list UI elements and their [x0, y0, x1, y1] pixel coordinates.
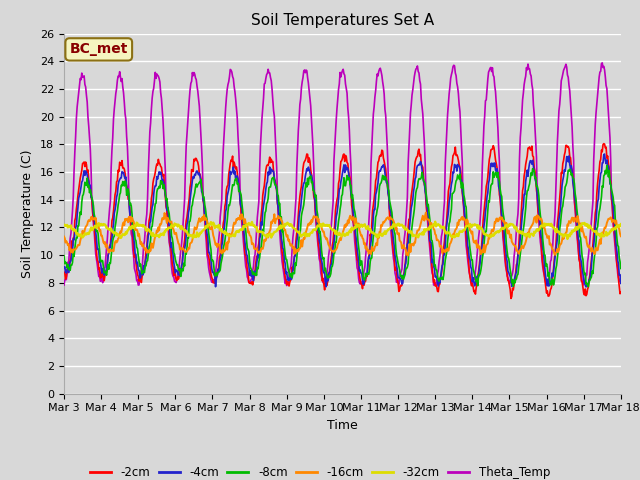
-32cm	[182, 229, 190, 235]
Theta_Temp	[182, 144, 190, 149]
Legend: -2cm, -4cm, -8cm, -16cm, -32cm, Theta_Temp: -2cm, -4cm, -8cm, -16cm, -32cm, Theta_Te…	[85, 461, 555, 480]
-32cm	[388, 225, 396, 231]
Theta_Temp	[335, 86, 342, 92]
-32cm	[431, 219, 439, 225]
-16cm	[388, 216, 396, 222]
-32cm	[617, 221, 625, 227]
-4cm	[182, 233, 190, 239]
-16cm	[206, 227, 214, 232]
-8cm	[60, 253, 68, 259]
Y-axis label: Soil Temperature (C): Soil Temperature (C)	[22, 149, 35, 278]
-4cm	[582, 284, 590, 290]
-4cm	[443, 221, 451, 227]
-8cm	[334, 226, 342, 231]
-8cm	[443, 249, 451, 255]
-4cm	[617, 280, 625, 286]
-2cm	[443, 215, 451, 221]
-2cm	[206, 264, 214, 270]
-32cm	[564, 236, 572, 242]
-16cm	[404, 252, 412, 258]
Line: Theta_Temp: Theta_Temp	[64, 63, 621, 286]
-4cm	[566, 162, 573, 168]
-8cm	[388, 210, 396, 216]
-2cm	[566, 155, 574, 161]
Theta_Temp	[206, 273, 214, 278]
-4cm	[206, 252, 214, 258]
-2cm	[388, 229, 396, 235]
Line: -32cm: -32cm	[64, 222, 621, 239]
-2cm	[600, 141, 607, 146]
-4cm	[334, 204, 342, 210]
Theta_Temp	[60, 282, 68, 288]
-32cm	[568, 231, 575, 237]
Line: -4cm: -4cm	[64, 154, 621, 287]
-8cm	[584, 284, 592, 289]
-8cm	[603, 163, 611, 168]
Line: -8cm: -8cm	[64, 166, 621, 287]
-16cm	[182, 249, 190, 254]
Title: Soil Temperatures Set A: Soil Temperatures Set A	[251, 13, 434, 28]
-8cm	[182, 251, 190, 257]
-8cm	[206, 242, 214, 248]
-4cm	[601, 151, 609, 157]
Theta_Temp	[617, 278, 625, 284]
-32cm	[206, 221, 214, 227]
Line: -2cm: -2cm	[64, 144, 621, 299]
Theta_Temp	[283, 283, 291, 288]
Theta_Temp	[444, 112, 451, 118]
Theta_Temp	[566, 100, 574, 106]
-32cm	[60, 222, 68, 228]
-2cm	[507, 296, 515, 301]
-4cm	[60, 265, 68, 271]
-2cm	[182, 218, 190, 224]
-16cm	[445, 248, 452, 253]
-8cm	[566, 166, 573, 172]
-32cm	[334, 232, 342, 238]
-16cm	[568, 217, 575, 223]
X-axis label: Time: Time	[327, 419, 358, 432]
-16cm	[334, 241, 342, 247]
-16cm	[617, 233, 625, 239]
Theta_Temp	[389, 249, 397, 255]
-2cm	[617, 289, 625, 295]
-16cm	[60, 234, 68, 240]
-8cm	[617, 265, 625, 271]
-2cm	[60, 269, 68, 275]
-32cm	[444, 229, 451, 235]
-4cm	[388, 227, 396, 233]
Line: -16cm: -16cm	[64, 213, 621, 255]
Theta_Temp	[598, 60, 606, 66]
-16cm	[422, 210, 430, 216]
Text: BC_met: BC_met	[70, 42, 128, 56]
-2cm	[334, 194, 342, 200]
